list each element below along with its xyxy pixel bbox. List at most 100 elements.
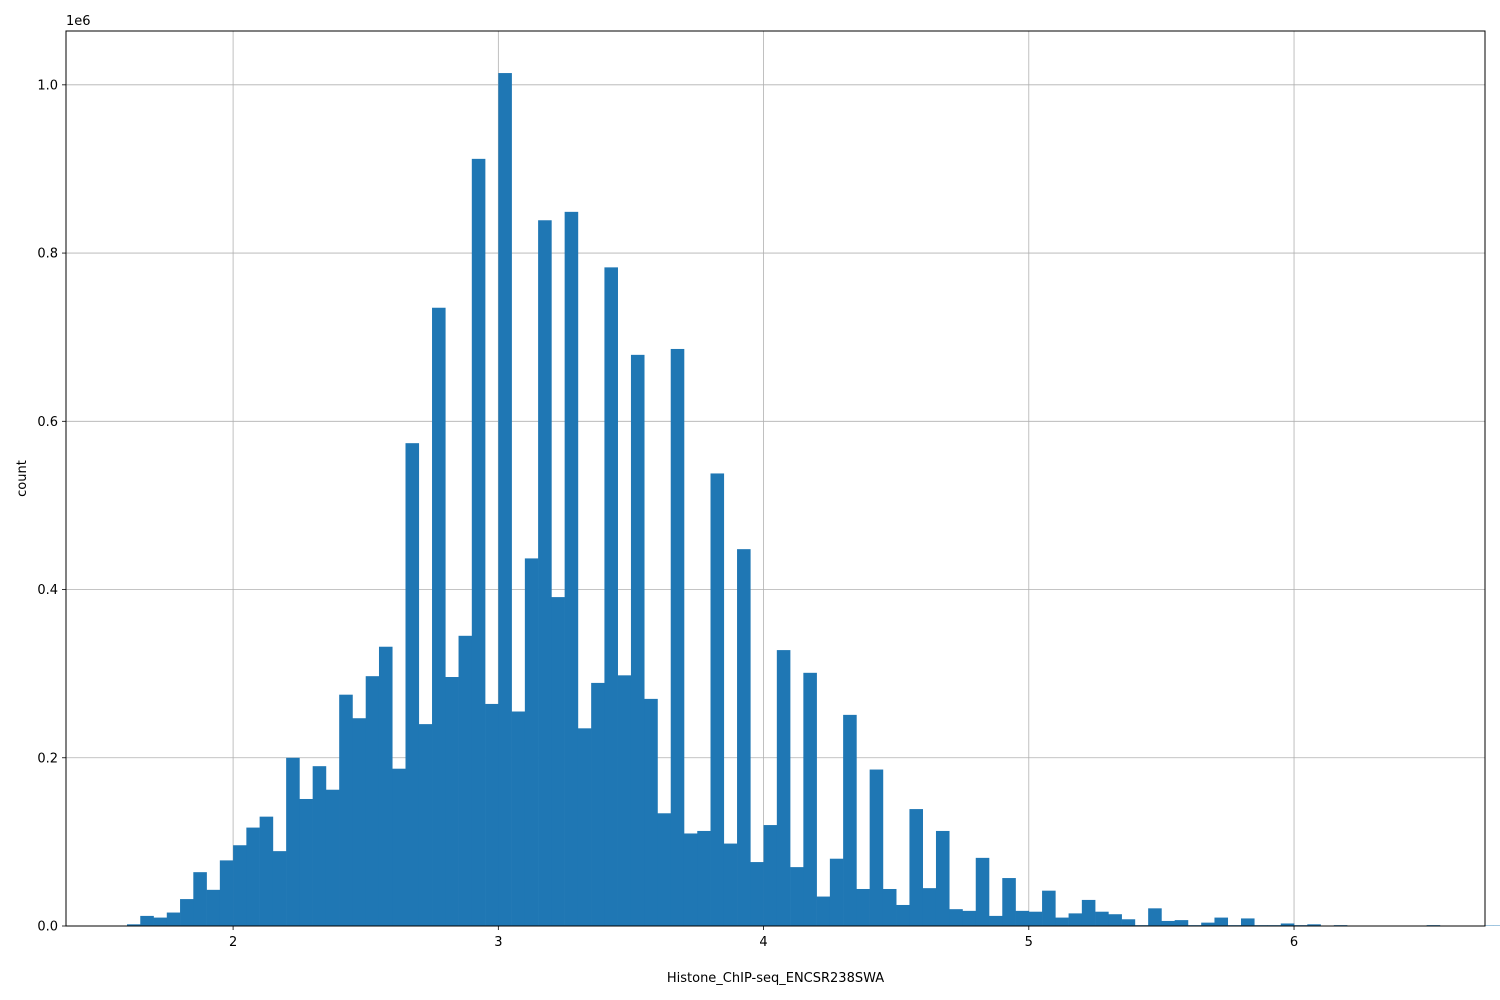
histogram-bar (312, 766, 327, 926)
histogram-bar (272, 851, 287, 926)
plot-frame (65, 30, 1486, 927)
histogram-bar (392, 768, 406, 926)
x-tick-label: 3 (494, 935, 502, 950)
histogram-bar (896, 904, 910, 926)
y-tick-label: 0.6 (37, 415, 58, 430)
histogram-bar (790, 867, 804, 926)
histogram-bar (1161, 920, 1175, 926)
histogram-bar (418, 724, 433, 926)
histogram-bar (1280, 923, 1295, 926)
histogram-bar (630, 354, 645, 926)
y-tick-label: 0.8 (37, 247, 58, 262)
histogram-bar (1307, 924, 1321, 926)
histogram-bar (564, 211, 579, 926)
histogram-bar (591, 682, 605, 926)
histogram-bar (829, 858, 844, 926)
histogram-bar (485, 703, 499, 926)
histogram-bar (405, 443, 420, 926)
histogram-bar (551, 597, 565, 926)
y-tick-label: 0.2 (37, 751, 58, 766)
histogram-bar (325, 789, 340, 926)
histogram-bar (737, 549, 751, 926)
histogram-bar (723, 843, 738, 926)
histogram-bar (432, 307, 446, 926)
histogram-bar (1042, 890, 1056, 926)
histogram-bar (644, 698, 658, 926)
histogram-bar (538, 220, 552, 927)
y-axis-label: count (15, 460, 30, 497)
histogram-bar (776, 650, 791, 926)
x-tick-label: 6 (1290, 935, 1298, 950)
histogram-bar (657, 813, 672, 926)
histogram-bar (869, 769, 884, 926)
histogram-bar (153, 917, 168, 926)
y-tick-label: 0.4 (37, 583, 58, 598)
histogram-bar (856, 888, 870, 926)
histogram-bar (1174, 920, 1189, 926)
histogram-bar (683, 833, 698, 926)
histogram-bar (975, 857, 990, 926)
y-tick-label: 1.0 (37, 78, 58, 93)
y-axis-ticks: 0.0 0.2 0.4 0.6 0.8 1.0 (37, 78, 66, 935)
histogram-bar (166, 912, 181, 926)
histogram-bar (498, 73, 512, 926)
y-offset-label: 1e6 (66, 14, 91, 29)
x-axis-label: Histone_ChIP-seq_ENCSR238SWA (667, 971, 884, 986)
histogram-bar (750, 862, 764, 926)
x-axis-ticks: 2 3 4 5 6 (229, 926, 1298, 950)
histogram-bar (511, 711, 526, 926)
histogram-bar (246, 827, 260, 926)
histogram-bar (604, 267, 618, 926)
histogram-bar (843, 714, 857, 926)
histogram-bar (1055, 917, 1069, 926)
histogram-bar (365, 676, 380, 926)
histogram-bar (180, 899, 194, 926)
histogram-bar (1028, 911, 1043, 926)
x-tick-label: 5 (1025, 935, 1033, 950)
histogram-bar (1108, 914, 1122, 926)
histogram-bar (670, 348, 685, 926)
histogram-bar (617, 675, 632, 926)
histogram-bar (697, 830, 711, 926)
histogram-bar (962, 910, 977, 926)
histogram-bar (577, 728, 592, 926)
histogram-bar (299, 798, 313, 926)
histogram-bar (1068, 913, 1083, 926)
histogram-bar (524, 558, 539, 926)
histogram-bar (882, 888, 897, 926)
histogram-bar (206, 889, 221, 926)
plot-area (66, 31, 1485, 926)
histogram-bar (127, 924, 141, 926)
histogram-bar (1214, 917, 1229, 926)
histogram-bar (471, 158, 486, 926)
y-tick-label: 0.0 (37, 920, 58, 935)
histogram-bar (1015, 910, 1030, 926)
histogram-bar (1121, 919, 1136, 926)
histogram-bar (989, 915, 1003, 926)
histogram-bar (1240, 918, 1255, 926)
histogram-bar (1095, 911, 1109, 926)
histogram-bar (219, 860, 234, 926)
histogram-bar (909, 809, 924, 926)
histogram-bar (286, 757, 300, 926)
histogram-bar (935, 830, 950, 926)
histogram-bar (458, 635, 473, 926)
histogram-bar (378, 646, 393, 926)
histogram-bar (1002, 878, 1016, 926)
histogram-bar (763, 825, 778, 926)
histogram-bar (922, 888, 937, 926)
x-tick-label: 2 (229, 935, 237, 950)
histogram-bar (949, 909, 963, 926)
histogram-bar (816, 896, 831, 926)
histogram-bar (1148, 908, 1162, 926)
x-tick-label: 4 (759, 935, 767, 950)
histogram-bar (140, 915, 154, 926)
histogram-bar (233, 845, 247, 926)
histogram-bar (193, 872, 207, 926)
histogram-bar (445, 677, 459, 926)
histogram-bar (1081, 899, 1096, 926)
histogram-bar (1201, 922, 1215, 926)
histogram-bar (803, 672, 817, 926)
histogram-bar (352, 718, 367, 926)
